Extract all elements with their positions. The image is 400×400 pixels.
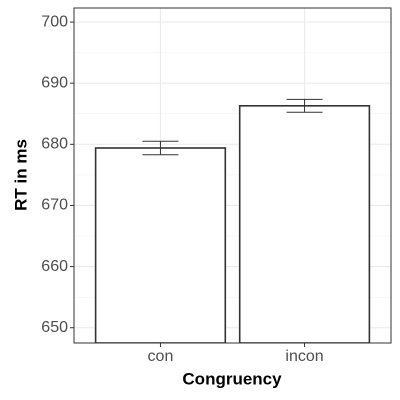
panel-border: [73, 7, 392, 344]
y-tick-label: 690: [41, 74, 68, 91]
marks: [94, 105, 371, 343]
y-tick-label: 650: [41, 319, 68, 336]
bar: [238, 105, 371, 343]
x-axis-title: Congruency: [182, 369, 282, 388]
error-bar: [142, 140, 179, 156]
y-tick-label: 660: [41, 258, 68, 275]
x-tick-label: incon: [285, 348, 323, 365]
y-tick-label: 670: [41, 197, 68, 214]
y-tick-label: 700: [41, 13, 68, 30]
error-bar: [286, 98, 323, 113]
y-axis-title: RT in ms: [11, 139, 30, 211]
x-tick-label: con: [148, 348, 174, 365]
y-tick-label: 680: [41, 136, 68, 153]
bar: [94, 147, 227, 343]
